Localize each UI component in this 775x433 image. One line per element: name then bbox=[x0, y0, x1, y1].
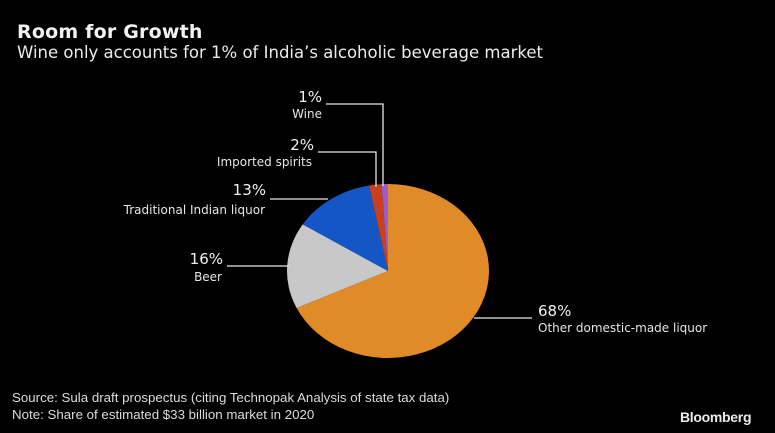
pie-slice-beer bbox=[287, 224, 388, 309]
pie-slice-imported-spirits bbox=[369, 184, 388, 271]
slice-label-name-other-domestic-made-liquor: Other domestic-made liquor bbox=[538, 321, 707, 335]
bloomberg-logo: Bloomberg bbox=[680, 409, 752, 425]
slice-label-value-other-domestic-made-liquor: 68% bbox=[538, 302, 571, 320]
chart-subtitle: Wine only accounts for 1% of India’s alc… bbox=[17, 43, 543, 62]
pie-slice-other-domestic-made-liquor bbox=[296, 184, 489, 358]
pie-slice-traditional-indian-liquor bbox=[302, 185, 388, 271]
slice-label-name-traditional-indian-liquor: Traditional Indian liquor bbox=[123, 203, 265, 217]
slice-label-value-imported-spirits: 2% bbox=[290, 136, 314, 154]
leader-line-wine bbox=[326, 103, 384, 187]
slice-label-name-imported-spirits: Imported spirits bbox=[217, 155, 312, 169]
note-text: Note: Share of estimated $33 billion mar… bbox=[12, 407, 315, 422]
leader-line-imported-spirits bbox=[318, 151, 377, 187]
slice-label-value-wine: 1% bbox=[298, 88, 322, 106]
pie-slice-wine bbox=[381, 184, 388, 271]
chart-title: Room for Growth bbox=[17, 21, 203, 43]
slice-label-value-traditional-indian-liquor: 13% bbox=[233, 181, 266, 199]
pie-slices bbox=[287, 184, 489, 358]
source-note: Source: Sula draft prospectus (citing Te… bbox=[12, 389, 449, 423]
source-text: Source: Sula draft prospectus (citing Te… bbox=[12, 390, 450, 405]
slice-label-name-wine: Wine bbox=[292, 107, 322, 121]
slice-label-value-beer: 16% bbox=[190, 250, 223, 268]
slice-label-name-beer: Beer bbox=[194, 270, 222, 284]
leader-lines bbox=[227, 103, 532, 319]
